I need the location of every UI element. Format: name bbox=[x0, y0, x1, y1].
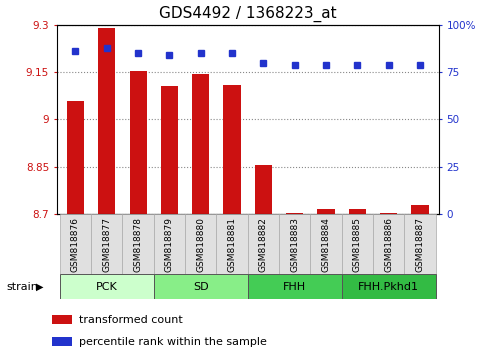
Title: GDS4492 / 1368223_at: GDS4492 / 1368223_at bbox=[159, 6, 337, 22]
Bar bbox=[349, 210, 366, 214]
Bar bbox=[248, 274, 342, 299]
Bar bbox=[404, 214, 436, 274]
Text: GSM818887: GSM818887 bbox=[416, 217, 424, 272]
Bar bbox=[255, 165, 272, 214]
Text: GSM818877: GSM818877 bbox=[103, 217, 111, 272]
Bar bbox=[52, 337, 72, 346]
Text: FHH.Pkhd1: FHH.Pkhd1 bbox=[358, 282, 419, 292]
Bar bbox=[122, 214, 154, 274]
Bar bbox=[286, 213, 303, 214]
Bar bbox=[342, 274, 436, 299]
Text: ▶: ▶ bbox=[35, 282, 43, 292]
Bar bbox=[216, 214, 248, 274]
Bar bbox=[248, 214, 279, 274]
Text: GSM818881: GSM818881 bbox=[228, 217, 237, 272]
Text: GSM818883: GSM818883 bbox=[290, 217, 299, 272]
Bar bbox=[342, 214, 373, 274]
Bar bbox=[161, 86, 178, 214]
Text: transformed count: transformed count bbox=[79, 315, 183, 325]
Text: GSM818882: GSM818882 bbox=[259, 217, 268, 272]
Text: PCK: PCK bbox=[96, 282, 118, 292]
Text: GSM818885: GSM818885 bbox=[353, 217, 362, 272]
Bar bbox=[373, 214, 404, 274]
Bar bbox=[192, 74, 210, 214]
Text: GSM818886: GSM818886 bbox=[384, 217, 393, 272]
Bar bbox=[317, 210, 335, 214]
Text: SD: SD bbox=[193, 282, 209, 292]
Text: GSM818884: GSM818884 bbox=[321, 217, 330, 272]
Text: strain: strain bbox=[6, 282, 38, 292]
Bar bbox=[98, 28, 115, 214]
Bar bbox=[311, 214, 342, 274]
Bar bbox=[279, 214, 311, 274]
Bar bbox=[67, 101, 84, 214]
Bar bbox=[411, 205, 428, 214]
Bar bbox=[52, 315, 72, 324]
Bar bbox=[223, 85, 241, 214]
Text: GSM818878: GSM818878 bbox=[134, 217, 142, 272]
Bar bbox=[130, 70, 147, 214]
Bar bbox=[60, 214, 91, 274]
Bar bbox=[60, 274, 154, 299]
Bar bbox=[380, 213, 397, 214]
Bar bbox=[154, 274, 248, 299]
Bar bbox=[154, 214, 185, 274]
Text: percentile rank within the sample: percentile rank within the sample bbox=[79, 337, 267, 347]
Text: GSM818879: GSM818879 bbox=[165, 217, 174, 272]
Text: GSM818880: GSM818880 bbox=[196, 217, 205, 272]
Text: FHH: FHH bbox=[283, 282, 306, 292]
Bar bbox=[185, 214, 216, 274]
Bar bbox=[91, 214, 122, 274]
Text: GSM818876: GSM818876 bbox=[71, 217, 80, 272]
